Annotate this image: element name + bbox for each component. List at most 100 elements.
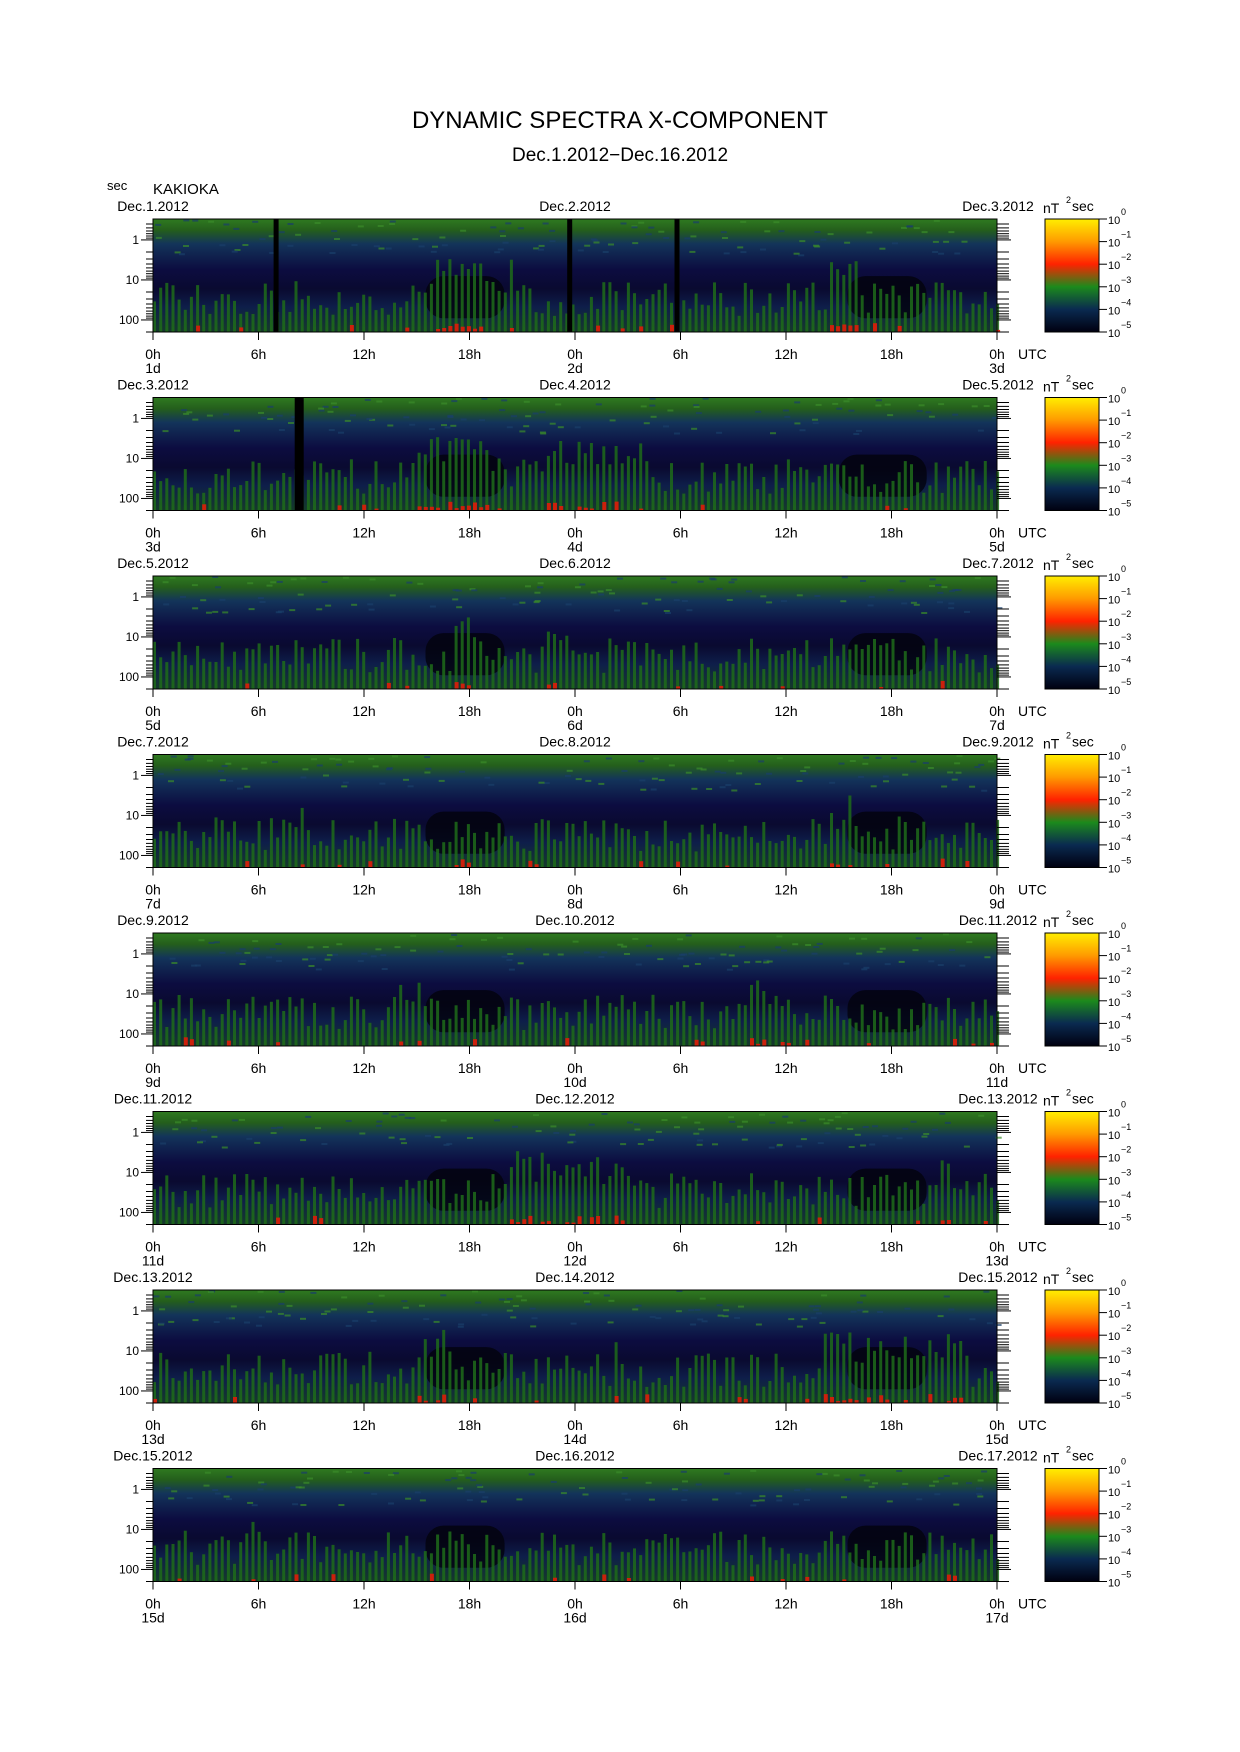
power-spike	[983, 1368, 987, 1403]
spectra-panel: Dec.13.2012 Dec.14.2012 Dec.15.20121101000…	[113, 1266, 1131, 1447]
colorbar-tick-exp: −5	[1121, 320, 1131, 330]
power-spike	[626, 1175, 630, 1225]
power-spike	[633, 458, 636, 511]
colorbar-tick-base: 10	[1108, 1465, 1120, 1477]
spectral-speckle	[336, 943, 343, 946]
spectral-speckle	[348, 760, 355, 763]
power-spike	[165, 1175, 169, 1225]
spectral-speckle	[549, 240, 556, 243]
spectral-speckle	[624, 1498, 631, 1501]
spectral-speckle	[883, 780, 889, 783]
colorbar-tick-exp: −1	[1121, 1122, 1131, 1132]
spectral-speckle	[814, 231, 821, 233]
power-spike	[448, 259, 452, 332]
power-spike	[577, 1011, 581, 1046]
power-spike	[922, 292, 926, 332]
colorbar-tick-base: 10	[1108, 1532, 1120, 1544]
spectral-speckle	[342, 576, 349, 579]
spectral-speckle	[375, 948, 382, 951]
power-spike	[589, 1546, 593, 1582]
spectral-speckle	[598, 782, 605, 785]
colorbar-tick-base: 10	[1108, 507, 1120, 519]
spectral-speckle	[300, 577, 307, 580]
power-spike	[873, 1350, 876, 1403]
x-tick-label: 0h	[989, 1596, 1005, 1612]
power-spike	[349, 306, 353, 332]
spectral-speckle	[237, 787, 243, 790]
power-peak	[596, 1216, 601, 1225]
power-spike	[737, 836, 741, 868]
colorbar-tick-base: 10	[1108, 1354, 1120, 1366]
power-spike	[183, 469, 187, 511]
spectral-speckle	[290, 578, 297, 581]
spectral-speckle	[455, 397, 462, 400]
spectral-speckle	[814, 595, 821, 597]
power-spike	[903, 1182, 907, 1225]
spectral-speckle	[981, 1470, 988, 1473]
power-spike	[313, 308, 316, 332]
power-peak	[928, 1394, 933, 1403]
power-peak	[528, 860, 533, 868]
power-spike	[362, 1193, 366, 1225]
spectral-speckle	[959, 964, 966, 967]
power-spike	[226, 1540, 230, 1582]
power-spike	[171, 833, 175, 868]
power-spike	[756, 489, 760, 511]
spectral-speckle	[537, 586, 544, 589]
power-spike	[479, 848, 483, 868]
spectral-speckle	[925, 411, 932, 414]
spectral-speckle	[902, 773, 909, 776]
spectral-speckle	[696, 1143, 703, 1146]
spectral-speckle	[528, 1473, 535, 1476]
spectral-speckle	[402, 1306, 409, 1309]
spectral-speckle	[868, 595, 875, 598]
spectral-speckle	[379, 782, 386, 785]
spectral-speckle	[459, 770, 466, 773]
power-spike	[251, 1368, 255, 1403]
power-spike	[460, 439, 464, 511]
x-tick-label: 18h	[880, 1060, 903, 1076]
colorbar-unit-exp: 2	[1066, 909, 1071, 919]
power-spike	[571, 650, 575, 689]
spectral-speckle	[929, 1484, 936, 1487]
spectral-speckle	[932, 1128, 938, 1131]
power-spike	[799, 1024, 803, 1046]
spectral-speckle	[230, 1305, 237, 1308]
power-spike	[903, 312, 907, 332]
power-spike	[608, 1542, 612, 1582]
power-spike	[565, 313, 569, 332]
power-spike	[725, 1357, 729, 1403]
spectral-speckle	[620, 222, 627, 225]
power-spike	[848, 1552, 852, 1582]
power-spike	[854, 261, 858, 332]
spectral-speckle	[318, 407, 325, 410]
colorbar	[1044, 397, 1100, 511]
power-spike	[349, 835, 353, 868]
power-peak	[473, 1398, 477, 1403]
spectral-speckle	[253, 947, 260, 950]
power-spike	[639, 665, 643, 689]
spectral-speckle	[728, 759, 735, 762]
power-spike	[614, 1163, 618, 1225]
power-spike	[934, 638, 938, 689]
spectral-speckle	[741, 1138, 748, 1141]
power-spike	[928, 1185, 932, 1225]
spectral-speckle	[351, 244, 358, 246]
power-spike	[688, 661, 692, 689]
spectral-speckle	[896, 1137, 903, 1140]
spectral-speckle	[841, 576, 848, 579]
spectral-speckle	[609, 419, 616, 422]
spectral-speckle	[451, 1477, 458, 1480]
power-spike	[534, 1022, 538, 1046]
y-tick-label: 1	[132, 1304, 139, 1318]
power-spike	[196, 1564, 200, 1582]
spectral-speckle	[763, 959, 770, 962]
spectral-speckle	[812, 422, 819, 425]
spectral-speckle	[534, 600, 541, 602]
power-spike	[386, 1374, 390, 1403]
power-spike	[750, 638, 753, 689]
power-spike	[233, 651, 236, 689]
x-tick-label: 6h	[251, 703, 267, 719]
power-spike	[910, 1189, 913, 1225]
power-spike	[171, 1008, 175, 1046]
